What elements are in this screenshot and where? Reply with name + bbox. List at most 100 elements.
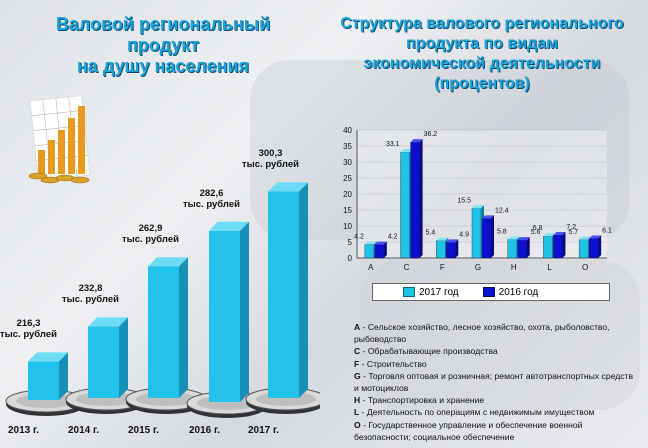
y-tick-label: 40 [343, 126, 352, 135]
abbreviation-notes: A - Сельское хозяйство, лесное хозяйство… [354, 321, 639, 443]
note-text: - Сельское хозяйство, лесное хозяйство, … [354, 322, 610, 345]
note-item: L - Деятельность по операциям с недвижим… [354, 406, 639, 418]
bar-front [578, 239, 589, 259]
note-item: H - Транспортировка и хранение [354, 394, 639, 406]
x-tick-label: 2017 г. [248, 425, 279, 436]
bar-column [186, 221, 268, 418]
bar-side [179, 257, 188, 398]
note-text: - Транспортировка и хранение [360, 395, 485, 406]
bar-top [28, 352, 68, 362]
legend-label: 2016 год [498, 286, 539, 298]
bar-column [245, 182, 320, 414]
y-tick-label: 5 [348, 238, 353, 247]
bar-front [400, 151, 410, 259]
data-label: 4.2 [388, 234, 398, 241]
data-label: 5.4 [426, 230, 436, 237]
bar [28, 361, 59, 400]
y-tick-label: 0 [348, 254, 353, 263]
bar-side [598, 235, 602, 258]
legend-item: 2017 год [403, 287, 459, 298]
x-tick-label: C [404, 263, 410, 272]
note-item: F - Строительство [354, 358, 639, 370]
data-label: 4.9 [459, 231, 469, 238]
data-label: 12.4 [495, 207, 509, 214]
bar-front [410, 141, 420, 259]
bar-top [507, 236, 520, 240]
bar-front [481, 218, 492, 259]
bar-front [471, 208, 482, 259]
bar-value-label: 262,9 тыс. рублей [122, 223, 179, 246]
chart-legend: 2017 год 2016 год [372, 283, 610, 301]
note-code: A [354, 322, 361, 332]
bar-side [119, 317, 128, 398]
right-bar-chart: 0 5 10 15 20 25 30 35 40 4.2 4.2 A 33.1 36.2 C 5.4 4.9 F 1… [343, 126, 612, 272]
bar-top [436, 237, 449, 241]
left-bar-chart [5, 182, 320, 418]
y-tick-label: 10 [343, 222, 352, 231]
bar-top [400, 149, 413, 153]
bar [588, 235, 602, 259]
bar-top [543, 233, 556, 237]
data-label: 6.8 [533, 225, 543, 232]
bar-value-label: 216,3 тыс. рублей [0, 318, 57, 341]
legend-swatch-2017 [403, 287, 415, 297]
x-tick-label: O [582, 263, 588, 272]
data-label: 5.7 [568, 229, 578, 236]
bar-front [364, 244, 375, 259]
bar-column [5, 352, 87, 416]
note-code: O [354, 419, 361, 430]
right-chart-title: Структура валового регионального продукт… [340, 15, 624, 92]
bar-side [419, 139, 423, 258]
legend-swatch-2016 [482, 287, 495, 297]
bar-column [65, 317, 147, 414]
bar-column [125, 257, 207, 414]
bar [209, 230, 240, 402]
bar-top [88, 317, 128, 327]
x-tick-label: H [511, 263, 517, 272]
note-text: - Государственное управление и обеспечен… [354, 419, 583, 442]
note-item: C - Обрабатывающие производства [354, 345, 639, 357]
bar-front [446, 242, 456, 259]
bar-top [374, 241, 387, 245]
bar-top [517, 237, 530, 241]
bar-top [472, 205, 484, 209]
growth-chart-icon [28, 94, 91, 184]
data-label: 4.2 [354, 234, 364, 241]
bar-side [299, 182, 308, 398]
bar-value-label: 300,3 тыс. рублей [242, 148, 299, 171]
note-code: F [354, 358, 360, 369]
bar-value-label: 232,8 тыс. рублей [62, 283, 119, 306]
x-tick-label: G [475, 263, 481, 272]
x-tick-label: 2014 г. [68, 425, 99, 436]
bar-value-label: 282,6 тыс. рублей [183, 187, 240, 210]
x-tick-label: F [440, 263, 445, 272]
bar [410, 139, 423, 259]
x-tick-label: A [368, 263, 374, 272]
y-tick-label: 15 [343, 206, 352, 215]
data-label: 5.6 [531, 229, 541, 236]
note-item: A - Сельское хозяйство, лесное хозяйство… [354, 321, 639, 345]
bar-top [446, 239, 459, 243]
note-item: O - Государственное управление и обеспеч… [354, 419, 639, 443]
bar-top [268, 182, 308, 192]
bar-side [526, 237, 530, 258]
x-tick-label: L [547, 263, 552, 272]
bar [268, 191, 299, 398]
y-tick-label: 35 [343, 142, 352, 151]
data-label: 5.8 [497, 228, 507, 235]
bar-top [364, 241, 377, 245]
x-tick-label: 2016 г. [189, 425, 220, 436]
bar-top [553, 231, 566, 235]
bar-side [491, 215, 494, 258]
bar [148, 266, 179, 398]
bar-front [588, 238, 599, 259]
note-text: - Деятельность по операциям с недвижимым… [359, 407, 595, 418]
bar-side [240, 221, 249, 402]
legend-item: 2016 год [482, 286, 539, 298]
y-tick-label: 20 [343, 190, 352, 199]
data-label: 7.2 [566, 224, 576, 231]
bar-side [383, 241, 387, 258]
y-tick-label: 25 [343, 174, 352, 183]
note-text: - Строительство [359, 358, 427, 369]
note-code: L [354, 407, 360, 418]
